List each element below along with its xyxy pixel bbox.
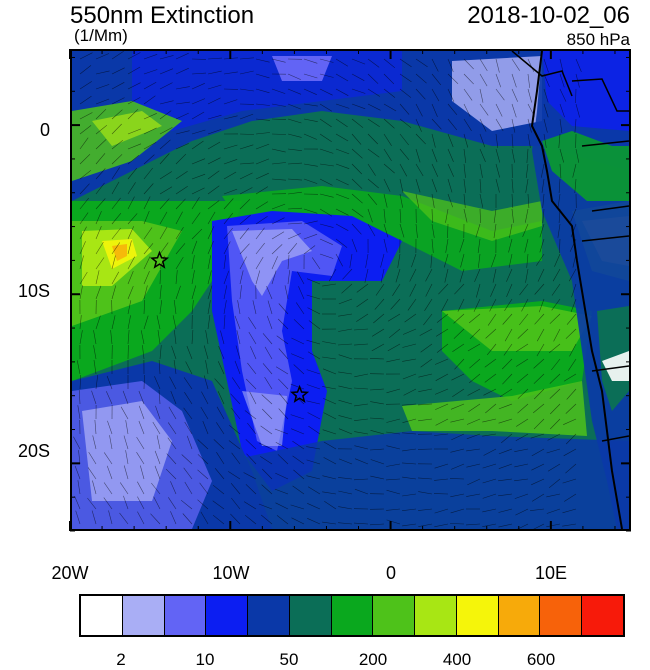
lon-label-10e: 10E: [521, 563, 581, 584]
extinction-map: [72, 51, 629, 529]
lat-label-0: 0: [0, 120, 50, 141]
lat-label-10s: 10S: [0, 281, 50, 302]
lon-label-20w: 20W: [40, 563, 100, 584]
lat-label-20s: 20S: [0, 441, 50, 462]
legend-label-400: 400: [437, 650, 477, 670]
legend-swatch: [81, 596, 123, 635]
legend-swatch: [290, 596, 332, 635]
legend-label-50: 50: [269, 650, 309, 670]
lon-label-10w: 10W: [201, 563, 261, 584]
legend-swatch: [332, 596, 374, 635]
legend-swatch: [499, 596, 541, 635]
legend-swatch: [540, 596, 582, 635]
color-legend-bar: [79, 594, 625, 637]
map-panel: [70, 49, 631, 531]
pressure-level-label: 850 hPa: [567, 31, 630, 48]
map-title: 550nm Extinction: [70, 4, 254, 28]
legend-label-200: 200: [353, 650, 393, 670]
legend-swatch: [165, 596, 207, 635]
lon-label-0: 0: [361, 563, 421, 584]
legend-swatch: [248, 596, 290, 635]
legend-label-600: 600: [521, 650, 561, 670]
units-label: (1/Mm): [74, 27, 128, 44]
legend-swatch: [206, 596, 248, 635]
legend-swatch: [415, 596, 457, 635]
legend-swatch: [373, 596, 415, 635]
datetime-label: 2018-10-02_06: [467, 4, 630, 28]
legend-label-2: 2: [101, 650, 141, 670]
legend-swatch: [457, 596, 499, 635]
legend-swatch: [582, 596, 623, 635]
legend-swatch: [123, 596, 165, 635]
legend-label-10: 10: [185, 650, 225, 670]
